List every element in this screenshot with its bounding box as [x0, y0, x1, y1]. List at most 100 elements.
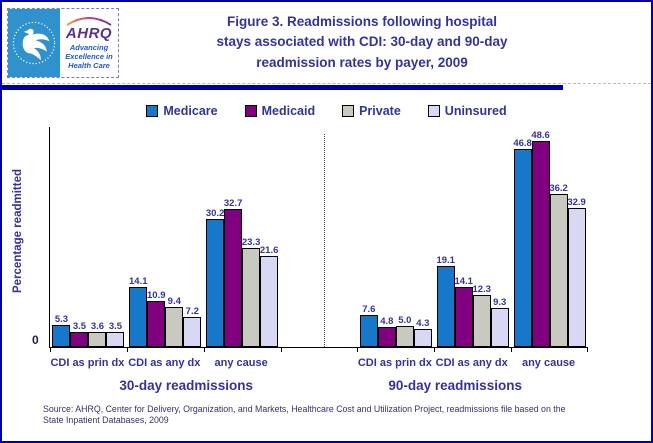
- legend-item-private: Private: [342, 104, 401, 118]
- bar-value-label: 10.9: [147, 289, 166, 301]
- legend-swatch-icon: [244, 104, 257, 117]
- legend-item-medicare: Medicare: [146, 103, 218, 118]
- bar-medicare: 46.8: [513, 138, 532, 347]
- bar-group: 14.1 10.9 9.4 7.2: [127, 127, 204, 347]
- legend-label: Private: [359, 103, 401, 118]
- bar-value-label: 4.3: [416, 317, 430, 329]
- bar-private: 3.6: [88, 321, 107, 347]
- bar-medicaid: 48.6: [531, 130, 550, 347]
- x-axis-tick: [511, 348, 513, 352]
- legend-swatch-icon: [427, 104, 440, 117]
- x-axis-tick: [126, 348, 128, 352]
- bar-medicaid: 14.1: [454, 276, 473, 347]
- bar-uninsured: 4.3: [413, 318, 432, 347]
- plot-area: 5.3 3.5 3.6 3.5 14.1 10.9 9.4 7.2 30.2 32.7 23.3 21…: [49, 127, 588, 352]
- panel-divider: [324, 134, 326, 347]
- bar-uninsured: 7.2: [183, 306, 202, 347]
- bar-medicaid: 4.8: [377, 316, 396, 347]
- legend-label: Medicaid: [261, 103, 316, 118]
- figure-title-line: stays associated with CDI: 30-day and 90…: [216, 34, 508, 50]
- bar-medicare: 14.1: [129, 276, 148, 347]
- bar-value-label: 30.2: [205, 208, 225, 220]
- bar-value-label: 32.9: [567, 196, 586, 208]
- figure-title: Figure 3. Readmissions following hospita…: [119, 12, 605, 73]
- ahrq-tagline: Advancing Excellence in Health Care: [65, 43, 113, 70]
- bar-medicare: 19.1: [436, 255, 455, 347]
- bar-value-label: 9.3: [493, 296, 507, 308]
- tagline-line: Advancing: [69, 42, 109, 52]
- panel-title-row: 30-day readmissions 90-day readmissions: [49, 378, 587, 395]
- bar-group: 19.1 14.1 12.3 9.3: [434, 127, 511, 347]
- legend-swatch-icon: [342, 104, 355, 117]
- bar-medicaid: 10.9: [147, 290, 166, 347]
- bar-value-label: 12.3: [472, 283, 491, 295]
- chart-legend: Medicare Medicaid Private Uninsured: [2, 103, 651, 118]
- source-line: State Inpatient Databases, 2009: [43, 415, 169, 426]
- legend-label: Medicare: [163, 103, 218, 118]
- category-label: any cause: [214, 357, 268, 369]
- bar-value-label: 7.6: [362, 303, 376, 315]
- bar-private: 36.2: [549, 183, 568, 347]
- bar-private: 23.3: [242, 237, 260, 347]
- tagline-line: Health Care: [68, 60, 110, 70]
- bar-medicare: 7.6: [359, 304, 378, 347]
- bar-value-label: 7.2: [185, 305, 199, 317]
- category-label: CDI as prin dx: [50, 357, 125, 369]
- x-axis-tick: [357, 348, 359, 352]
- bar-private: 5.0: [395, 315, 414, 347]
- bar-medicaid: 32.7: [224, 198, 242, 347]
- panel-title-30-day: 30-day readmissions: [119, 378, 253, 393]
- bar-medicare: 30.2: [206, 208, 224, 347]
- category-label: CDI as any dx: [435, 357, 508, 369]
- bar-group: 5.3 3.5 3.6 3.5: [50, 127, 127, 347]
- bar-value-label: 9.4: [167, 296, 181, 308]
- bar-uninsured: 9.3: [490, 297, 509, 347]
- figure-title-line: readmission rates by payer, 2009: [256, 54, 468, 70]
- legend-item-medicaid: Medicaid: [244, 103, 316, 118]
- hhs-eagle-icon: [12, 21, 56, 64]
- x-axis-tick: [280, 348, 282, 352]
- bar-value-label: 48.6: [531, 130, 550, 142]
- ahrq-logo: AHRQ Advancing Excellence in Health Care: [7, 7, 119, 78]
- category-label-row: CDI as prin dx CDI as any dx any cause CDI …: [49, 357, 587, 371]
- panel-title-90-day: 90-day readmissions: [388, 378, 522, 393]
- bar-value-label: 32.7: [223, 197, 243, 209]
- legend-item-uninsured: Uninsured: [427, 103, 507, 118]
- legend-label: Uninsured: [444, 103, 507, 118]
- category-label: CDI as any dx: [128, 357, 201, 369]
- bar-uninsured: 3.5: [106, 321, 125, 347]
- x-axis-tick: [434, 348, 436, 352]
- bar-value-label: 5.3: [54, 313, 69, 325]
- y-axis-title: Percentage readmitted: [12, 169, 24, 293]
- bar-uninsured: 21.6: [260, 245, 278, 347]
- tagline-line: Excellence in: [65, 51, 113, 61]
- bar-value-label: 14.1: [454, 276, 473, 288]
- bar-group: 7.6 4.8 5.0 4.3: [357, 127, 434, 347]
- bar-value-label: 46.8: [513, 138, 532, 149]
- bar-group: 30.2 32.7 23.3 21.6: [204, 127, 281, 347]
- bar-value-label: 36.2: [549, 182, 568, 194]
- chart-area: Percentage readmitted 0 5.3 3.5 3.6 3.5 14.1…: [2, 127, 651, 354]
- bar-value-label: 4.8: [380, 315, 394, 327]
- x-axis-tick: [587, 348, 588, 352]
- x-axis-tick: [50, 348, 51, 352]
- category-label: CDI as prin dx: [357, 357, 432, 369]
- bar-value-label: 3.5: [72, 321, 87, 333]
- header-rule: [2, 85, 563, 90]
- bar-medicare: 5.3: [52, 314, 71, 347]
- bar-medicaid: 3.5: [70, 321, 89, 347]
- legend-swatch-icon: [146, 104, 159, 117]
- source-line: Source: AHRQ, Center for Delivery, Organ…: [43, 404, 566, 414]
- bar-value-label: 3.5: [108, 321, 123, 333]
- bar-value-label: 3.6: [90, 320, 105, 332]
- bar-private: 12.3: [472, 284, 491, 347]
- figure-header: AHRQ Advancing Excellence in Health Care…: [2, 2, 651, 84]
- figure-title-line: Figure 3. Readmissions following hospita…: [226, 14, 498, 30]
- y-axis-zero-label: 0: [32, 333, 39, 347]
- bar-group: 46.8 48.6 36.2 32.9: [511, 127, 588, 347]
- x-axis-tick: [203, 348, 205, 352]
- ahrq-logo-text: AHRQ Advancing Excellence in Health Care: [60, 9, 118, 77]
- bar-value-label: 23.3: [241, 237, 261, 249]
- ahrq-acronym: AHRQ: [65, 24, 113, 42]
